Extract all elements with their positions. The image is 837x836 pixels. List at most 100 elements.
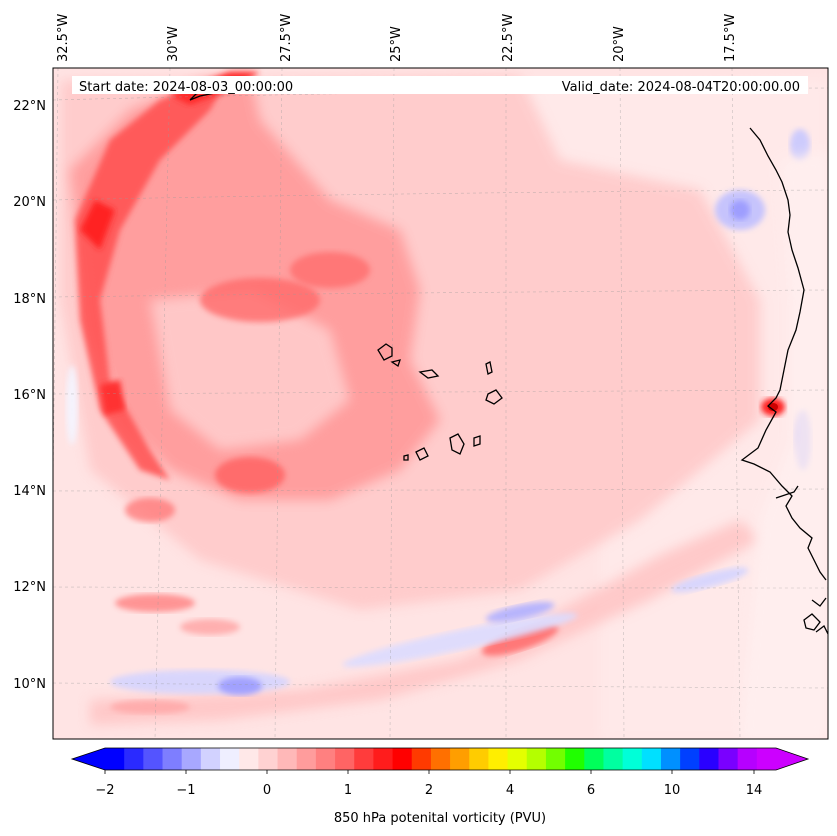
colorbar-tick-label: 6 xyxy=(587,783,595,798)
lat-label: 16°N xyxy=(13,388,46,403)
colorbar-tick-label: 10 xyxy=(664,783,681,798)
colorbar-swatch xyxy=(411,748,432,770)
colorbar-tick-label: 14 xyxy=(746,783,763,798)
island-brava xyxy=(403,454,409,461)
field-red-core-nw xyxy=(80,200,115,250)
colorbar-tick-label: 1 xyxy=(344,783,352,798)
gambia-coast xyxy=(775,485,799,499)
bijagos-islands xyxy=(803,613,821,631)
colorbar-swatch xyxy=(660,748,681,770)
colorbar-swatch xyxy=(430,748,451,770)
field-blue xyxy=(730,200,750,220)
colorbar-swatch xyxy=(699,748,719,770)
island-sao-nicolau xyxy=(418,369,440,379)
field-patch xyxy=(125,498,175,522)
colorbar-swatch xyxy=(545,748,566,770)
field-blue xyxy=(790,129,810,161)
field-red-spot xyxy=(768,403,778,411)
lat-label: 10°N xyxy=(13,677,46,692)
lon-label: 32.5°W xyxy=(56,14,71,62)
colorbar-swatch xyxy=(565,748,585,770)
field-patch xyxy=(180,619,240,635)
lon-label: 17.5°W xyxy=(723,14,738,62)
colorbar-tick-label: 2 xyxy=(425,783,433,798)
colorbar-swatch xyxy=(239,748,259,770)
start-date-text: Start date: 2024-08-03_00:00:00 xyxy=(79,80,293,95)
colorbar-swatch xyxy=(718,748,739,770)
colorbar-swatch xyxy=(143,748,164,770)
colorbar-swatch xyxy=(124,748,144,770)
colorbar-extend-max xyxy=(776,748,808,770)
field-patch xyxy=(115,594,195,612)
pv-field xyxy=(53,68,828,739)
field-blue xyxy=(671,567,749,593)
colorbar-tick-label: 4 xyxy=(506,783,514,798)
colorbar-swatch xyxy=(373,748,394,770)
colorbar-swatch xyxy=(162,748,183,770)
valid-date-text: Valid_date: 2024-08-04T20:00:00.00 xyxy=(562,80,800,95)
lon-label: 22.5°W xyxy=(501,14,516,62)
colorbar-swatch xyxy=(392,748,413,770)
field-blue xyxy=(66,365,78,445)
colorbar-swatch xyxy=(488,748,509,770)
field-red-core-w16 xyxy=(100,380,125,415)
field-patch xyxy=(215,457,285,493)
colorbar-swatch xyxy=(354,748,374,770)
colorbar-swatch xyxy=(584,748,604,770)
colorbar-swatch xyxy=(641,748,662,770)
colorbar-swatch xyxy=(680,748,700,770)
field-pale-africa xyxy=(740,150,828,739)
colorbar-swatch xyxy=(622,748,643,770)
colorbar-swatch xyxy=(507,748,528,770)
lat-label: 22°N xyxy=(13,99,46,114)
field-patch xyxy=(200,278,320,322)
island-boa-vista xyxy=(485,389,503,405)
colorbar-swatch xyxy=(526,748,547,770)
colorbar-swatch xyxy=(200,748,221,770)
colorbar-swatch xyxy=(450,748,470,770)
lat-label: 20°N xyxy=(13,195,46,210)
map-frame xyxy=(52,67,829,740)
africa-coastline xyxy=(740,127,827,581)
colorbar-swatch xyxy=(105,748,125,770)
colorbar-tick-label: −1 xyxy=(176,783,195,798)
colorbar-swatch xyxy=(277,748,298,770)
field-blue xyxy=(218,677,262,695)
field-patch xyxy=(481,624,559,656)
lat-label: 14°N xyxy=(13,484,46,499)
island-maio xyxy=(473,435,481,447)
lat-label: 18°N xyxy=(13,292,46,307)
field-pale-center xyxy=(150,290,350,450)
lon-label: 20°W xyxy=(612,26,627,62)
lon-label: 27.5°W xyxy=(279,14,294,62)
colorbar-swatch xyxy=(756,748,777,770)
field-blue xyxy=(342,613,578,667)
field-blue xyxy=(485,602,555,622)
colorbar-label: 850 hPa potenital vorticity (PVU) xyxy=(334,811,546,826)
island-sal xyxy=(485,361,493,375)
guinea-coast xyxy=(811,597,827,607)
colorbar xyxy=(70,747,810,774)
colorbar-extend-min xyxy=(72,748,105,770)
island-santo-antao xyxy=(377,343,393,361)
colorbar-ticks: −2 −1 0 1 2 4 6 10 14 xyxy=(95,783,762,798)
colorbar-swatch xyxy=(335,748,355,770)
colorbar-swatch xyxy=(603,748,624,770)
field-patch xyxy=(290,252,370,288)
colorbar-swatch xyxy=(296,748,317,770)
field-blue xyxy=(110,670,290,694)
colorbar-swatch xyxy=(258,748,279,770)
colorbar-swatch xyxy=(220,748,240,770)
colorbar-tick-label: −2 xyxy=(95,783,114,798)
colorbar-swatch xyxy=(181,748,202,770)
lon-label: 30°W xyxy=(166,26,181,62)
latitude-labels: 22°N 20°N 18°N 16°N 14°N 12°N 10°N xyxy=(13,99,46,692)
colorbar-swatch xyxy=(737,748,758,770)
header-box xyxy=(72,76,808,94)
lon-label: 25°W xyxy=(389,26,404,62)
island-santiago xyxy=(449,433,465,455)
colorbar-swatch xyxy=(315,748,336,770)
colorbar-tick-label: 0 xyxy=(263,783,271,798)
field-red-band-west xyxy=(75,75,230,480)
